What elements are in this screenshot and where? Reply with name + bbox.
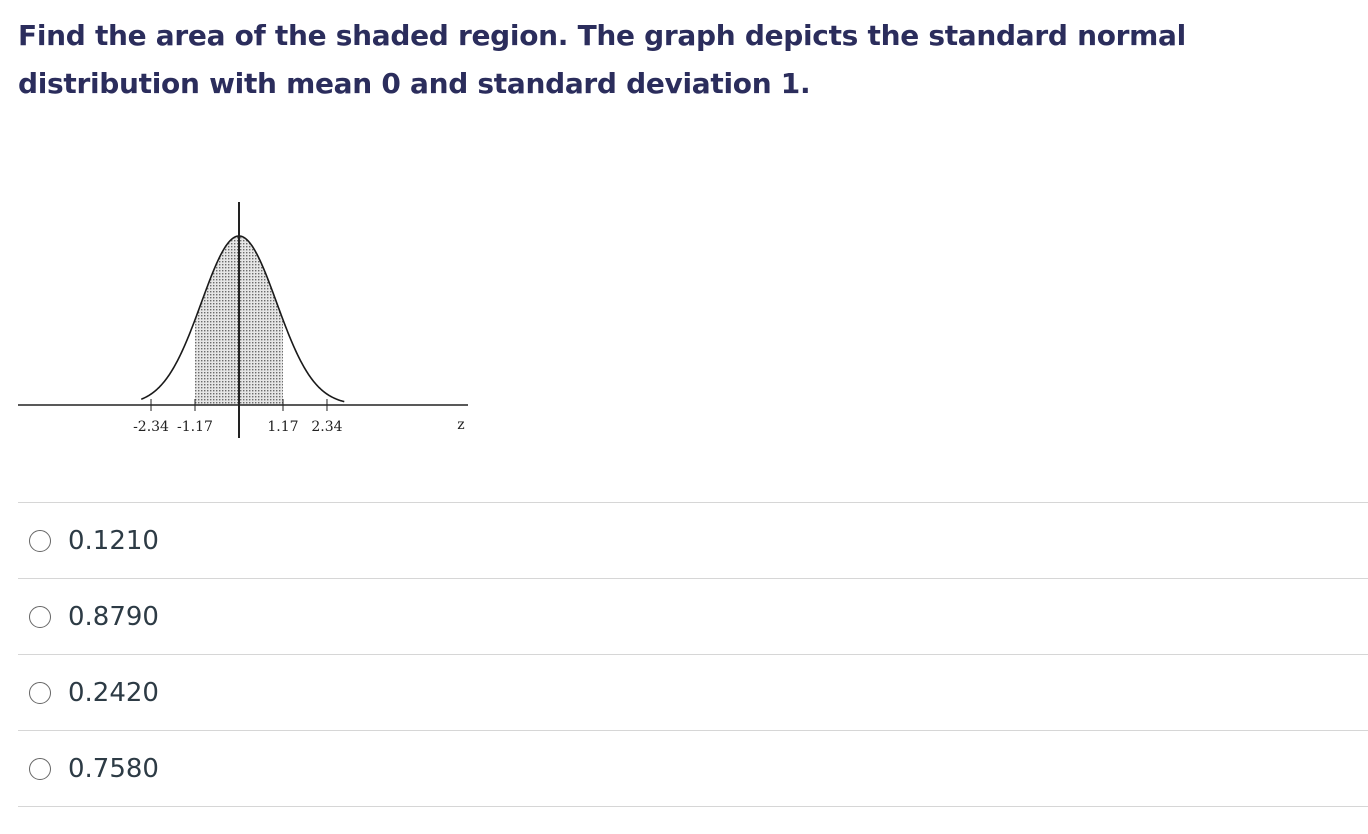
x-tick-label: -1.17 xyxy=(177,419,213,435)
answer-label: 0.2420 xyxy=(68,677,159,708)
radio-button[interactable] xyxy=(29,757,51,780)
x-tick-label: 2.34 xyxy=(311,419,342,435)
answer-option[interactable]: 0.2420 xyxy=(18,655,1368,731)
x-tick-label: 1.17 xyxy=(267,419,298,435)
answer-option[interactable]: 0.1210 xyxy=(18,503,1368,579)
normal-distribution-graph: -2.34 -1.17 1.17 2.34 z xyxy=(18,198,478,443)
answer-list: 0.1210 0.8790 0.2420 0.7580 xyxy=(18,502,1368,807)
answer-option[interactable]: 0.8790 xyxy=(18,579,1368,655)
answer-label: 0.8790 xyxy=(68,601,159,632)
radio-button[interactable] xyxy=(29,681,51,704)
answer-option[interactable]: 0.7580 xyxy=(18,731,1368,807)
radio-button[interactable] xyxy=(29,605,51,628)
x-tick-label: -2.34 xyxy=(133,419,169,435)
normal-curve xyxy=(140,235,345,403)
answer-label: 0.1210 xyxy=(68,525,159,556)
radio-button[interactable] xyxy=(29,529,51,552)
normal-curve-chart: -2.34 -1.17 1.17 2.34 z xyxy=(18,202,468,438)
answer-label: 0.7580 xyxy=(68,753,159,784)
x-axis-label: z xyxy=(457,417,464,433)
question-text: Find the area of the shaded region. The … xyxy=(18,19,1186,100)
